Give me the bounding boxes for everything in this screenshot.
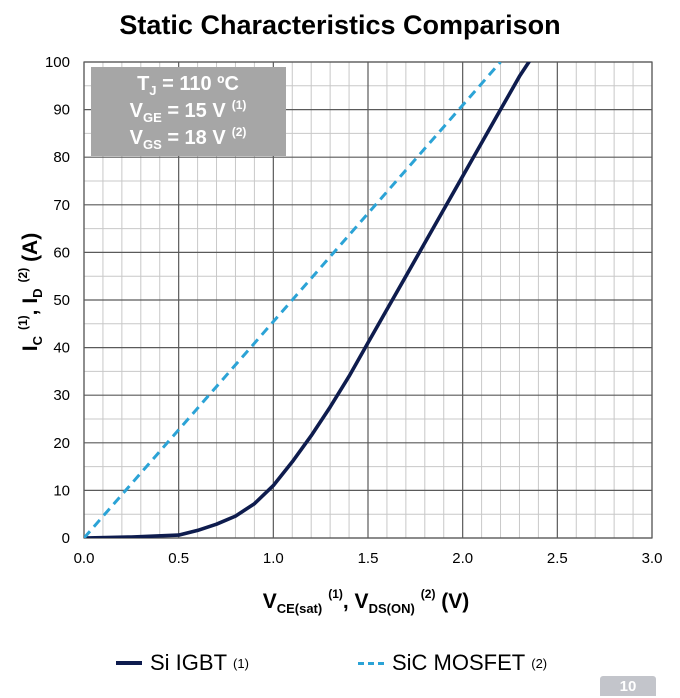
condition-vge: VGE = 15 V (1) [130, 98, 247, 125]
legend-item-sic-mosfet: SiC MOSFET (2) [358, 650, 547, 676]
y-axis-label-part: (2) [16, 268, 30, 283]
legend-item-si-igbt: Si IGBT (1) [116, 650, 249, 676]
y-tick-label: 20 [53, 435, 70, 452]
x-axis-label-part: V [263, 590, 277, 613]
x-axis-label-part: (1) [328, 587, 343, 601]
y-tick-label: 50 [53, 292, 70, 309]
x-axis-label-part: (2) [421, 587, 436, 601]
y-tick-label: 70 [53, 197, 70, 214]
legend: Si IGBT (1) SiC MOSFET (2) [0, 650, 680, 690]
series-line-sic-mosfet [84, 62, 502, 538]
condition-vge-part: V [130, 100, 144, 122]
x-tick-label: 3.0 [642, 550, 663, 567]
condition-vgs-part: (2) [232, 125, 247, 139]
x-tick-label: 1.5 [358, 550, 379, 567]
x-axis-label-part: CE(sat) [277, 601, 323, 616]
y-tick-label: 60 [53, 244, 70, 261]
y-axis-label-part: C [30, 335, 45, 345]
y-axis-label-part: D [30, 288, 45, 297]
legend-marker-sic-mosfet: (2) [531, 655, 548, 671]
x-tick-label: 1.0 [263, 550, 284, 567]
legend-label-sic-mosfet: SiC MOSFET [392, 650, 526, 675]
legend-swatch-si-igbt [116, 661, 142, 665]
condition-vgs-part: = 18 V [162, 127, 227, 149]
y-axis-label: IC(1), ID(2) (A) [16, 233, 45, 351]
y-tick-label: 80 [53, 149, 70, 166]
y-tick-label: 90 [53, 102, 70, 119]
condition-tj-part: = 110 ºC [157, 73, 239, 95]
y-tick-label: 30 [53, 387, 70, 404]
condition-tj-part: T [137, 73, 149, 95]
y-axis-label-part: , I [19, 298, 42, 316]
y-tick-label: 10 [53, 482, 70, 499]
y-axis-label-part: I [19, 345, 42, 351]
condition-tj: TJ = 110 ºC [137, 73, 239, 98]
x-tick-label: 2.5 [547, 550, 568, 567]
condition-vgs: VGS = 18 V (2) [130, 125, 247, 152]
x-axis-label: VCE(sat) (1), VDS(ON) (2) (V) [263, 587, 470, 616]
x-axis-label-part: (V) [435, 590, 469, 613]
watermark-badge: 10 [600, 676, 656, 696]
condition-vge-part: = 15 V [162, 100, 227, 122]
x-axis-label-part: , V [343, 590, 369, 613]
y-axis-label-part: (1) [16, 315, 30, 330]
x-tick-label: 2.0 [452, 550, 473, 567]
condition-vgs-part: GS [143, 137, 162, 152]
condition-tj-part: J [149, 83, 156, 98]
y-tick-label: 40 [53, 340, 70, 357]
condition-vge-part: GE [143, 110, 162, 125]
x-axis-label-part: DS(ON) [369, 601, 415, 616]
condition-vge-part: (1) [232, 98, 247, 112]
y-tick-label: 0 [62, 530, 70, 547]
x-tick-label: 0.0 [74, 550, 95, 567]
chart-title: Static Characteristics Comparison [119, 10, 561, 40]
plot-frame [83, 61, 653, 539]
series-line-si-igbt [84, 62, 531, 538]
x-tick-label: 0.5 [168, 550, 189, 567]
condition-vgs-part: V [130, 127, 144, 149]
y-tick-label: 100 [45, 54, 70, 71]
legend-label-si-igbt: Si IGBT [150, 650, 228, 675]
legend-swatch-sic-mosfet [358, 661, 384, 665]
chart-plot: 0.0 0.5 1.0 1.5 2.0 2.5 3.0 0 10 20 30 40 50 60 70 80 90… [16, 54, 663, 616]
y-axis-label-part: (A) [19, 233, 42, 268]
legend-marker-si-igbt: (1) [233, 655, 249, 671]
conditions-box [91, 67, 286, 156]
